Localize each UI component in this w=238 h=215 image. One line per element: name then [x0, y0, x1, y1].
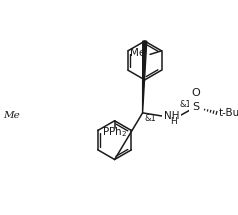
Text: &1: &1: [145, 114, 157, 123]
Text: Me: Me: [3, 111, 20, 120]
Text: H: H: [170, 117, 177, 126]
Text: t-Bu: t-Bu: [219, 108, 238, 118]
Polygon shape: [143, 41, 147, 113]
Text: S: S: [192, 102, 199, 112]
Text: PPh$_2$: PPh$_2$: [102, 125, 127, 139]
Text: NH: NH: [164, 111, 179, 121]
Text: Me: Me: [130, 48, 146, 58]
Text: &1: &1: [180, 100, 192, 109]
Text: O: O: [191, 88, 200, 98]
